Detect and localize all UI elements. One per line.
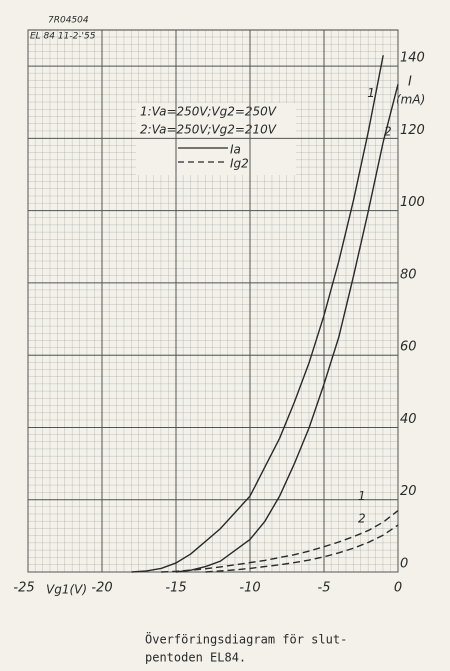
x-tick-label: -20 bbox=[91, 581, 112, 596]
x-tick-label: 0 bbox=[394, 581, 402, 596]
x-tick-label: -15 bbox=[165, 581, 186, 596]
curve-label: 1 bbox=[358, 489, 366, 503]
series-line bbox=[175, 84, 399, 573]
x-axis-label: Vg1(V) bbox=[46, 583, 87, 597]
caption: pentoden EL84. bbox=[145, 651, 246, 665]
x-tick-label: -25 bbox=[13, 581, 34, 596]
y-tick-label: 0 bbox=[400, 557, 408, 572]
legend-note: 2:Va=250V;Vg2=210V bbox=[140, 123, 277, 137]
y-tick-label: 120 bbox=[400, 123, 425, 138]
y-tick-label: 40 bbox=[400, 412, 417, 427]
curve-label: 1 bbox=[367, 86, 375, 100]
x-tick-label: -5 bbox=[318, 581, 331, 596]
x-tick-label: -10 bbox=[239, 581, 260, 596]
curve-label: 2 bbox=[384, 125, 392, 139]
series-line bbox=[131, 55, 384, 573]
y-axis-label: (mA) bbox=[396, 93, 425, 107]
legend-label: Ia bbox=[230, 143, 241, 157]
y-tick-label: 140 bbox=[400, 51, 425, 66]
legend-box bbox=[136, 103, 296, 175]
y-tick-label: 20 bbox=[400, 484, 417, 499]
series-line bbox=[161, 510, 399, 573]
curve-label: 2 bbox=[358, 512, 366, 526]
y-tick-label: 80 bbox=[400, 267, 417, 282]
caption: Överföringsdiagram för slut- bbox=[145, 631, 347, 647]
legend-label: Ig2 bbox=[230, 157, 249, 171]
stamp: EL 84 11-2-'55 bbox=[30, 32, 96, 42]
legend-note: 1:Va=250V;Vg2=250V bbox=[140, 105, 277, 119]
y-tick-label: 100 bbox=[400, 195, 425, 210]
stamp: 7R04504 bbox=[48, 16, 89, 26]
y-axis-label: I bbox=[408, 75, 412, 90]
y-tick-label: 60 bbox=[400, 340, 417, 355]
